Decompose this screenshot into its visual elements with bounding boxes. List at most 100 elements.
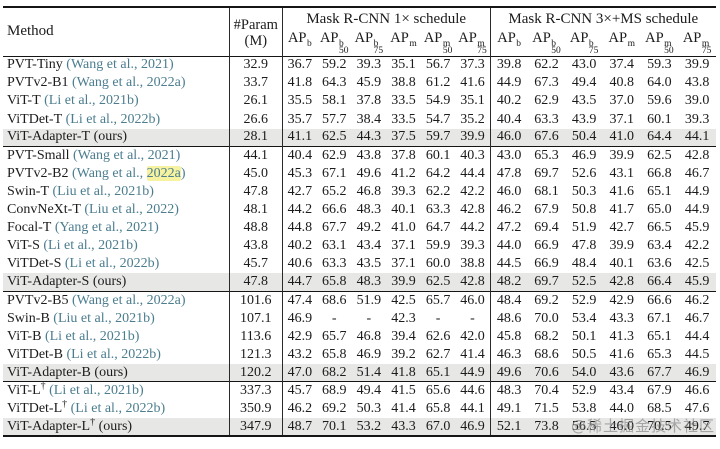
metric-value: 44.0 (609, 401, 635, 417)
param-value: 107.1 (229, 309, 283, 328)
metric-value: 43.5 (356, 256, 382, 272)
metric-value: 46.9 (455, 418, 491, 437)
citation-link[interactable]: (Li et al., 2022b) (65, 111, 161, 127)
metric-value: 42.8 (455, 273, 491, 292)
method-name: Focal-T (7, 220, 52, 236)
metric-value: 44.3 (356, 129, 382, 145)
metric-value: 62.5 (647, 147, 672, 163)
metric-value: 43.9 (571, 111, 597, 127)
metric-column-header: AP b 75 (569, 30, 599, 57)
metric-value: 54.0 (571, 364, 597, 380)
metric-value: 49.6 (356, 165, 382, 181)
table-group: PVT-Tiny (Wang et al., 2021) 32.9 36.7 59.2… (3, 56, 716, 147)
metric-value: 67.7 (321, 220, 347, 236)
metric-value: 40.6 (287, 256, 313, 272)
metric-value: 70.5 (647, 418, 672, 434)
metric-value: 43.3 (391, 418, 416, 434)
param-value: 45.0 (229, 164, 283, 183)
citation-link[interactable]: (Wang et al., 2022a) (71, 75, 186, 91)
metric-value: 69.7 (534, 165, 559, 181)
table-row: ViT-T (Li et al., 2021b) 26.1 35.5 58.1 37.8… (3, 92, 716, 111)
citation-link[interactable]: (Liu et al., 2021b) (52, 183, 154, 199)
metric-value: 56.7 (425, 57, 451, 73)
citation-link[interactable]: (Wang et al., 2022a) (71, 292, 186, 308)
metric-value: 40.2 (496, 93, 522, 109)
metric-value: 69.2 (534, 292, 559, 308)
method-name: ViT-Adapter-L (7, 418, 91, 434)
metric-value: 59.9 (425, 238, 451, 254)
metric-column-header: AP b 50 (319, 30, 349, 57)
method-cell: ViT-Adapter-T (ours) (3, 128, 230, 147)
metric-value: 52.6 (571, 165, 597, 181)
metric-value: 53.4 (571, 310, 597, 326)
metric-value: 46.9 (684, 364, 710, 380)
metric-value: 37.3 (455, 56, 491, 75)
method-name: ViT-Adapter-B (7, 364, 91, 380)
metric-value: 45.9 (684, 274, 710, 290)
metric-value: 38.8 (455, 255, 491, 274)
metric-value: 62.9 (321, 147, 347, 163)
param-value: 121.3 (229, 345, 283, 364)
method-cell: ViT-T (Li et al., 2021b) (3, 92, 230, 111)
metric-value: 65.8 (321, 346, 347, 362)
metric-value: 45.9 (684, 220, 710, 236)
metric-value: 67.0 (425, 418, 451, 434)
metric-value: 46.9 (571, 147, 597, 163)
method-cell: PVTv2-B2 (Wang et al., 2022a) (3, 164, 230, 183)
param-header-line2: (M) (244, 33, 268, 50)
method-name: ConvNeXt-T (7, 201, 81, 217)
citation-link[interactable]: (Li et al., 2022b) (70, 401, 166, 417)
table-row: ViT-Adapter-T (ours) 28.1 41.1 62.5 44.3 37.5… (3, 128, 716, 147)
metric-value: 42.7 (287, 183, 313, 199)
metric-value: 46.8 (356, 328, 382, 344)
metric-value: 35.7 (287, 111, 313, 127)
metric-value: 37.8 (356, 93, 382, 109)
param-header-line1: #Param (233, 17, 278, 34)
method-cell: ViT-Adapter-B (ours) (3, 363, 230, 382)
method-cell: ViT-L† (Li et al., 2021b) (3, 381, 230, 400)
metric-value: - (331, 310, 337, 326)
table-row: Focal-T (Yang et al., 2021) 48.8 44.8 67.7 4… (3, 219, 716, 238)
metric-value: 41.3 (609, 328, 635, 344)
method-name: ViT-Adapter-T (7, 129, 91, 145)
metric-value: 63.3 (321, 256, 347, 272)
metric-value: 38.4 (356, 111, 382, 127)
citation-link[interactable]: (Wang et al., 2021) (66, 57, 174, 73)
metric-value: 44.4 (684, 328, 710, 344)
metric-value: 39.0 (684, 93, 710, 109)
citation-link[interactable]: (Yang et al., 2021) (54, 220, 159, 236)
citation-link[interactable]: (Li et al., 2021b) (49, 383, 144, 399)
metric-value: 41.8 (391, 364, 416, 380)
metric-value: 69.7 (534, 274, 559, 290)
metric-value: 50.3 (571, 183, 597, 199)
metric-value: 62.6 (425, 328, 451, 344)
method-cell: ConvNeXt-T (Liu et al., 2022) (3, 200, 230, 220)
metric-value: 68.2 (321, 364, 347, 380)
metric-value: 48.6 (496, 310, 522, 326)
citation-link[interactable]: (Wang et al., 2021) (73, 147, 181, 163)
metric-value: 51.9 (571, 220, 597, 236)
metric-value: 66.9 (534, 256, 559, 272)
citation-link[interactable]: (Wang et al., 2022a) (71, 165, 186, 181)
metric-value: 65.7 (321, 328, 347, 344)
dagger-mark: † (90, 418, 96, 427)
metric-value: 50.1 (571, 328, 597, 344)
citation-link[interactable]: (Li et al., 2021b) (44, 93, 139, 109)
citation-link[interactable]: (Li et al., 2021b) (43, 238, 138, 254)
param-value: 120.2 (229, 363, 283, 382)
metric-value: 37.4 (609, 57, 635, 73)
citation-link[interactable]: (Liu et al., 2021b) (53, 310, 155, 326)
method-cell: ViT-S (Li et al., 2021b) (3, 237, 230, 256)
citation-link[interactable]: (Liu et al., 2022) (84, 201, 179, 217)
metric-value: 47.2 (496, 220, 522, 236)
metric-value: 38.8 (391, 75, 416, 91)
citation-link[interactable]: (Li et al., 2022b) (66, 346, 161, 362)
table-row: PVTv2-B5 (Wang et al., 2022a) 101.6 47.4 68… (3, 291, 716, 310)
metric-value: 63.4 (647, 238, 672, 254)
metric-value: 44.4 (455, 164, 491, 183)
metric-value: 40.4 (496, 111, 522, 127)
metric-value: 53.8 (571, 401, 597, 417)
param-value: 26.1 (229, 92, 283, 111)
citation-link[interactable]: (Li et al., 2021b) (44, 328, 140, 344)
citation-link[interactable]: (Li et al., 2022b) (64, 256, 160, 272)
